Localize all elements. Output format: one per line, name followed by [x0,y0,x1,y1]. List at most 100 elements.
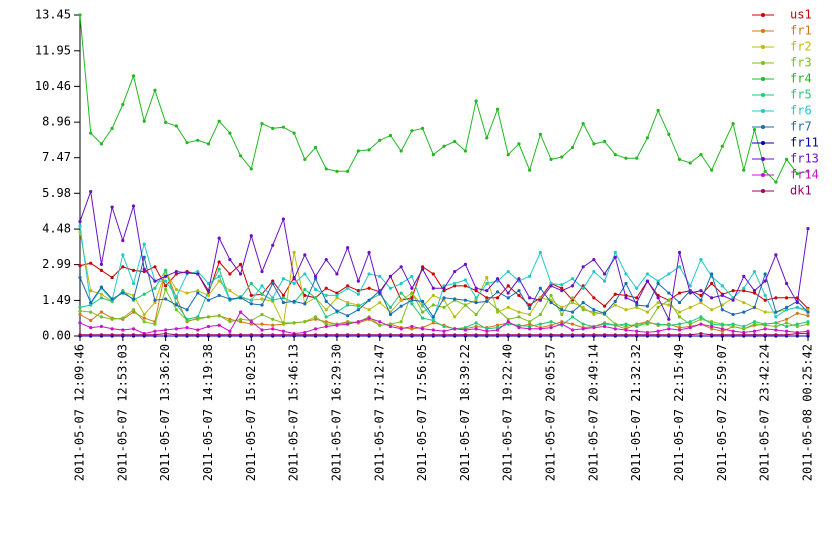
data-point [592,310,596,314]
x-tick-label: 2011-05-07 21:32:32 [629,344,643,481]
data-point [784,321,789,325]
data-point [549,293,553,298]
data-point [78,275,82,280]
data-point [613,250,617,255]
data-point [346,286,350,290]
data-point [271,323,275,327]
data-point [784,157,789,161]
x-tick-label: 2011-05-08 00:25:42 [801,344,815,481]
data-point [570,284,575,288]
data-point [410,291,414,295]
data-point [474,324,478,329]
data-point [463,303,468,307]
data-point [206,281,211,286]
data-point [485,289,489,293]
data-point [742,289,746,293]
data-point [688,161,692,165]
data-point [495,333,500,337]
data-point [89,261,93,265]
data-point [720,329,724,333]
data-point [142,255,146,259]
data-point [420,303,425,307]
data-point [528,322,532,326]
data-point [506,291,510,295]
data-point [602,279,607,283]
data-point [528,296,532,300]
data-point [131,297,136,301]
data-point [110,205,114,209]
data-point [206,142,211,146]
data-point [806,169,810,173]
data-point [453,284,457,288]
data-point [538,327,542,331]
data-point [324,308,328,312]
data-point [795,324,799,329]
data-point [560,286,564,290]
data-point [99,310,104,314]
data-point [78,219,82,224]
data-point [506,296,510,300]
data-point [260,328,264,332]
data-point [677,250,682,255]
data-point [570,310,575,314]
data-point [560,308,564,312]
data-point [656,305,660,309]
data-point [463,298,468,302]
data-point [367,308,371,312]
data-point [217,279,221,283]
data-point [795,322,799,326]
legend-marker [761,61,765,65]
data-point [581,327,585,331]
series [78,310,810,336]
data-point [720,293,724,298]
data-point [485,281,489,286]
data-point [292,321,296,325]
data-point [346,303,350,307]
data-point [474,286,478,290]
data-point [185,308,189,312]
data-point [249,281,253,286]
data-point [688,284,692,288]
data-point [303,302,307,306]
data-point [667,333,671,337]
data-point [174,333,178,337]
data-point [174,272,178,276]
data-point [185,141,189,145]
data-point [131,308,136,312]
data-point [485,296,489,300]
data-point [164,120,168,124]
data-point [346,246,350,250]
data-point [624,296,628,300]
data-point [153,286,157,290]
data-point [442,305,446,309]
data-point [752,269,757,274]
data-point [699,334,703,338]
data-point [506,153,510,157]
data-point [806,314,810,318]
data-point [378,291,382,295]
x-tick-label: 2011-05-07 14:19:38 [201,344,215,481]
data-point [292,333,296,337]
data-point [164,284,168,288]
data-point [196,328,200,332]
data-point [538,298,542,302]
data-point [206,315,211,319]
data-point [217,293,221,298]
data-point [356,292,360,296]
legend-label: dk1 [790,184,812,198]
data-point [549,326,553,330]
data-point [131,74,136,78]
data-point [410,298,414,302]
data-point [431,286,435,290]
data-point [281,300,286,305]
data-point [399,298,403,302]
series [78,255,810,319]
data-point [453,333,457,337]
data-point [185,317,189,321]
data-point [431,333,435,337]
data-point [153,298,157,302]
data-point [463,284,468,288]
data-point [677,310,682,314]
data-point [549,323,553,327]
data-point [99,292,104,296]
